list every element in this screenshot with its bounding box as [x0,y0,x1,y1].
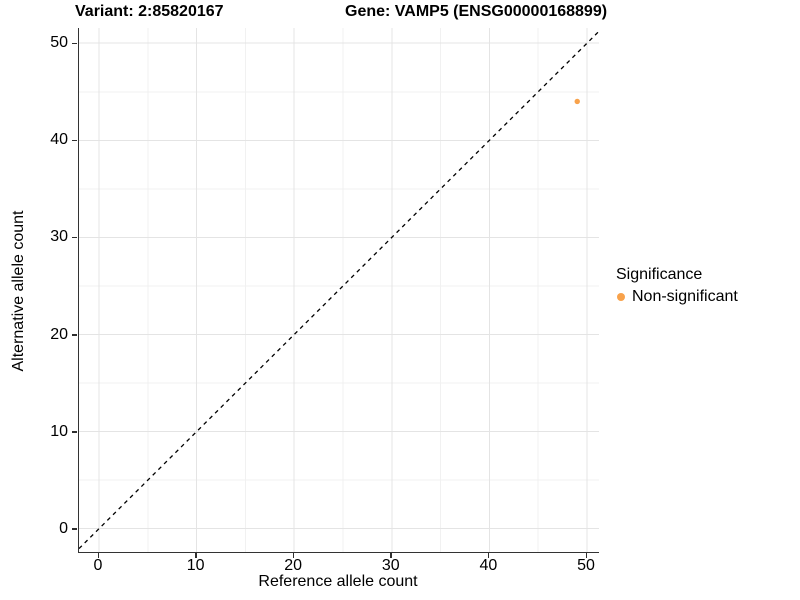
legend-items: Non-significant [616,288,738,306]
x-tick-label: 40 [479,557,498,574]
x-tick-mark [585,553,587,558]
y-tick-mark [72,334,77,336]
x-tick-mark [390,553,392,558]
legend: Significance Non-significant [616,265,738,306]
y-tick-mark [72,139,77,142]
gene-title: Gene: VAMP5 (ENSG00000168899) [345,3,608,20]
variant-title: Variant: 2:85820167 [75,3,224,20]
y-tick-label: 50 [50,34,68,52]
x-tick-mark [97,553,99,558]
plot-canvas [79,28,599,552]
legend-item: Non-significant [616,288,738,306]
plot-panel [78,28,599,553]
y-tick-mark [72,431,77,433]
x-tick-label: 30 [381,557,400,574]
y-tick-label: 20 [50,325,68,343]
y-tick-label: 10 [50,422,68,440]
legend-key-dot-icon [617,293,625,301]
y-tick-mark [72,236,77,239]
x-tick-label: 50 [577,557,595,574]
y-tick-label: 30 [50,228,68,246]
y-tick-mark [72,528,77,530]
data-point [574,98,580,105]
y-tick-mark [72,42,77,45]
x-tick-mark [195,553,197,558]
x-tick-label: 10 [186,557,205,574]
x-tick-label: 20 [284,557,303,574]
legend-item-label: Non-significant [632,288,738,305]
y-axis-title: Alternative allele count [10,210,27,372]
y-tick-label: 40 [50,131,68,149]
x-tick-mark [487,553,490,558]
x-tick-mark [292,553,295,558]
y-tick-label: 0 [59,519,68,537]
identity-line [79,30,599,550]
x-axis-title: Reference allele count [258,573,418,590]
legend-title: Significance [616,266,703,283]
x-tick-label: 0 [93,557,103,574]
